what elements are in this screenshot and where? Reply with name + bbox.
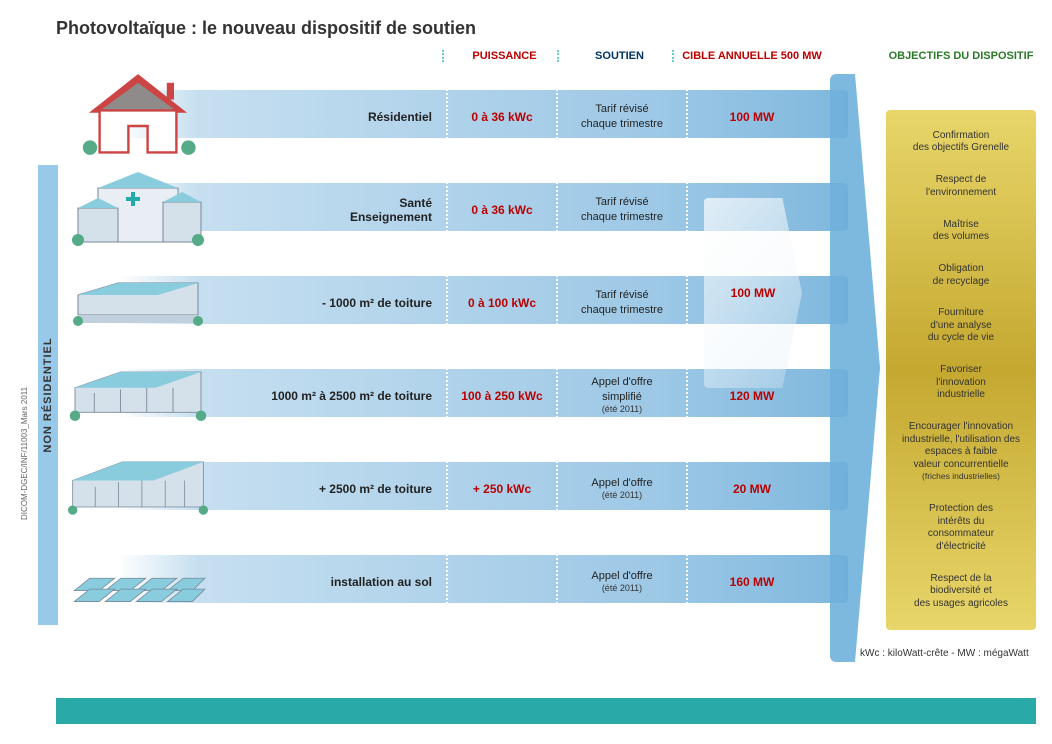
legend: kWc : kiloWatt-crête - MW : mégaWatt bbox=[860, 648, 1029, 659]
objectif-item: Obligationde recyclage bbox=[892, 263, 1030, 288]
row-puissance: 100 à 250 kWc bbox=[446, 349, 556, 442]
row-label: - 1000 m² de toiture bbox=[228, 256, 438, 349]
row-0: Résidentiel0 à 36 kWcTarif réviséchaque … bbox=[58, 70, 848, 163]
row-cible: 20 MW bbox=[686, 442, 816, 535]
merged-cible: 100 MW bbox=[698, 238, 808, 348]
footer-bar bbox=[56, 698, 1036, 724]
building-icon bbox=[68, 159, 208, 255]
row-cible: 160 MW bbox=[686, 535, 816, 628]
row-4: + 2500 m² de toiture+ 250 kWcAppel d'off… bbox=[58, 442, 848, 535]
column-headers: PUISSANCE SOUTIEN CIBLE ANNUELLE 500 MW bbox=[442, 50, 822, 62]
objectif-item: Respect de labiodiversité etdes usages a… bbox=[892, 573, 1030, 611]
objectif-item: Protection desintérêts duconsommateurd'é… bbox=[892, 503, 1030, 553]
building-icon bbox=[68, 252, 208, 348]
row-label: installation au sol bbox=[228, 535, 438, 628]
objectif-item: Respect del'environnement bbox=[892, 174, 1030, 199]
funnel-arrow bbox=[830, 74, 880, 662]
header-cible: CIBLE ANNUELLE 500 MW bbox=[672, 50, 822, 62]
objectif-item: Encourager l'innovationindustrielle, l'u… bbox=[892, 421, 1030, 484]
row-puissance: 0 à 100 kWc bbox=[446, 256, 556, 349]
row-soutien: Appel d'offre(été 2011) bbox=[556, 442, 686, 535]
row-puissance: + 250 kWc bbox=[446, 442, 556, 535]
row-label: 1000 m² à 2500 m² de toiture bbox=[228, 349, 438, 442]
header-puissance: PUISSANCE bbox=[442, 50, 557, 62]
row-puissance bbox=[446, 535, 556, 628]
row-puissance: 0 à 36 kWc bbox=[446, 163, 556, 256]
building-icon bbox=[68, 345, 208, 441]
row-soutien: Tarif réviséchaque trimestre bbox=[556, 163, 686, 256]
row-label: + 2500 m² de toiture bbox=[228, 442, 438, 535]
non-residentiel-label: NON RÉSIDENTIEL bbox=[38, 165, 58, 625]
objectifs-title: OBJECTIFS DU DISPOSITIF bbox=[886, 50, 1036, 62]
building-icon bbox=[68, 66, 208, 162]
page-title: Photovoltaïque : le nouveau dispositif d… bbox=[56, 18, 476, 39]
row-5: installation au sol Appel d'offre(été 201… bbox=[58, 535, 848, 628]
row-soutien: Appel d'offre(été 2011) bbox=[556, 535, 686, 628]
objectif-item: Fournitured'une analysedu cycle de vie bbox=[892, 307, 1030, 345]
row-cible: 100 MW bbox=[686, 70, 816, 163]
objectifs-panel: Confirmationdes objectifs Grenelle Respec… bbox=[886, 110, 1036, 630]
objectif-item: Favoriserl'innovationindustrielle bbox=[892, 364, 1030, 402]
row-label: SantéEnseignement bbox=[228, 163, 438, 256]
row-soutien: Tarif réviséchaque trimestre bbox=[556, 256, 686, 349]
row-puissance: 0 à 36 kWc bbox=[446, 70, 556, 163]
building-icon bbox=[68, 438, 208, 534]
header-soutien: SOUTIEN bbox=[557, 50, 672, 62]
row-label: Résidentiel bbox=[228, 70, 438, 163]
building-icon bbox=[68, 531, 208, 627]
objectif-item: Confirmationdes objectifs Grenelle bbox=[892, 130, 1030, 155]
side-reference: DICOM-DGEC/INF/11003_Mars 2011 bbox=[20, 387, 29, 520]
objectif-item: Maîtrisedes volumes bbox=[892, 219, 1030, 244]
row-soutien: Appel d'offresimplifié(été 2011) bbox=[556, 349, 686, 442]
row-soutien: Tarif réviséchaque trimestre bbox=[556, 70, 686, 163]
